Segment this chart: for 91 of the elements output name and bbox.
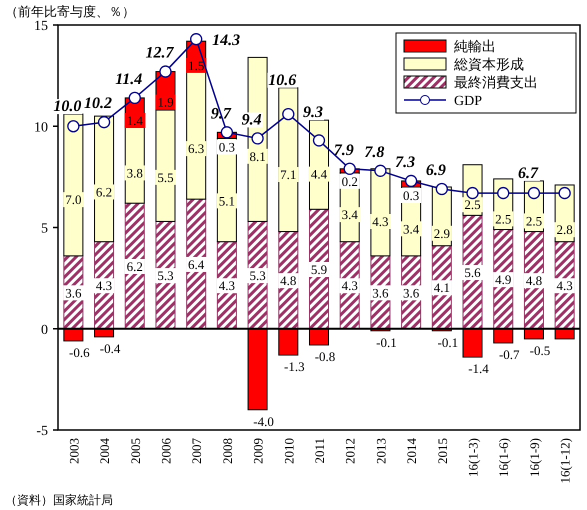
data-label: 4.8	[526, 273, 542, 288]
data-label: 12.7	[145, 44, 174, 62]
data-label: -0.4	[100, 340, 121, 356]
x-tick-label: 2012	[342, 438, 358, 464]
x-tick-label: 2003	[66, 438, 82, 464]
y-tick-label: 5	[41, 222, 48, 236]
data-label: -0.5	[530, 342, 550, 358]
legend-label: 総資本形成	[453, 57, 524, 73]
data-label: -0.6	[69, 344, 90, 360]
data-label: 8.1	[249, 148, 266, 164]
x-tick-label: 2008	[220, 438, 235, 464]
data-label: 6.4	[188, 256, 205, 272]
x-tick-label: 2009	[250, 438, 266, 464]
data-label: 14.3	[212, 32, 240, 50]
data-label: 5.3	[157, 268, 174, 284]
data-label: 3.6	[372, 285, 390, 300]
x-tick-label: 16(1-6)	[496, 438, 512, 477]
data-label: -1.3	[284, 359, 305, 374]
data-label: 0.3	[402, 188, 420, 203]
y-tick-label: 0	[41, 322, 48, 338]
data-label: 2.5	[464, 197, 481, 212]
y-tick-label: 15	[34, 19, 48, 34]
x-tick-label: 2013	[373, 438, 388, 464]
legend-label: 最終消費支出	[454, 75, 538, 91]
y-tick-label: 10	[34, 120, 48, 136]
data-label: 4.8	[280, 273, 296, 288]
data-label: 7.0	[65, 192, 82, 208]
data-label: 4.3	[218, 278, 236, 294]
x-tick-label: 16(1-9)	[526, 438, 542, 477]
data-label: 4.3	[96, 278, 112, 294]
data-label: 1.9	[157, 94, 174, 110]
data-label: 10.6	[268, 72, 296, 89]
data-label: 6.2	[96, 184, 112, 200]
x-tick-label: 2007	[189, 438, 204, 464]
data-label: 1.5	[188, 58, 204, 73]
data-label: -0.8	[314, 348, 336, 364]
y-axis-title: （前年比寄与度、％）	[5, 4, 135, 19]
data-label: 9.4	[242, 111, 262, 128]
data-label: 5.5	[157, 170, 174, 185]
data-label: 2.5	[526, 213, 542, 228]
data-label: 4.1	[434, 280, 450, 296]
data-label: -0.1	[438, 334, 458, 350]
data-label: 10.0	[53, 98, 82, 116]
x-tick-label: 2015	[434, 438, 450, 464]
data-label: 4.3	[556, 278, 573, 294]
data-label: 7.9	[334, 142, 354, 159]
data-label: 6.7	[518, 164, 539, 182]
data-label: 5.9	[310, 262, 328, 278]
x-tick-label: 2004	[97, 438, 112, 464]
x-tick-label: 2005	[128, 438, 143, 464]
data-label: 1.4	[126, 113, 144, 128]
x-tick-label: 2010	[281, 438, 296, 464]
data-label: 2.9	[434, 226, 450, 241]
data-label: -1.4	[468, 361, 490, 376]
text: （資料）国家統計局	[5, 493, 113, 507]
data-label: 7.8	[364, 144, 384, 161]
data-label: 3.4	[402, 221, 420, 236]
x-tick-label: 16(1-3)	[466, 438, 481, 477]
data-label: 5.3	[249, 268, 266, 284]
data-label: 3.6	[65, 285, 82, 300]
data-label: 4.3	[342, 278, 358, 294]
data-label: 4.3	[372, 214, 389, 230]
x-tick-label: 16(1-12)	[558, 438, 573, 484]
data-label: 10.2	[84, 95, 112, 112]
data-label: 7.1	[280, 167, 296, 182]
data-label: 5.1	[218, 193, 236, 208]
x-tick-label: 2006	[158, 438, 174, 464]
data-label: 6.3	[188, 141, 204, 156]
data-label: 11.4	[115, 70, 142, 88]
data-label: 3.4	[342, 207, 358, 222]
data-label: 0.3	[218, 139, 236, 154]
x-tick-label: 2014	[404, 438, 420, 464]
x-tick-label: 2011	[312, 438, 327, 464]
y-tick-label: -5	[36, 424, 48, 439]
data-label: 9.3	[303, 104, 323, 122]
data-label: 2.5	[495, 211, 512, 226]
data-label: -0.7	[498, 346, 520, 362]
data-label: 3.8	[126, 165, 143, 180]
data-label: 2.8	[556, 222, 573, 238]
data-label: 4.4	[310, 166, 328, 182]
legend-label: 純輸出	[454, 39, 496, 55]
data-label: 4.9	[495, 272, 512, 288]
data-label: 7.3	[395, 154, 416, 171]
legend-label: GDP	[454, 94, 482, 109]
data-label: -0.1	[376, 334, 397, 350]
data-label: -4.0	[253, 414, 274, 429]
data-label: 0.2	[342, 174, 358, 189]
data-label: 6.2	[126, 258, 143, 274]
data-label: 6.9	[426, 162, 446, 180]
data-label: 3.6	[402, 285, 420, 300]
data-label: 5.6	[464, 265, 482, 280]
